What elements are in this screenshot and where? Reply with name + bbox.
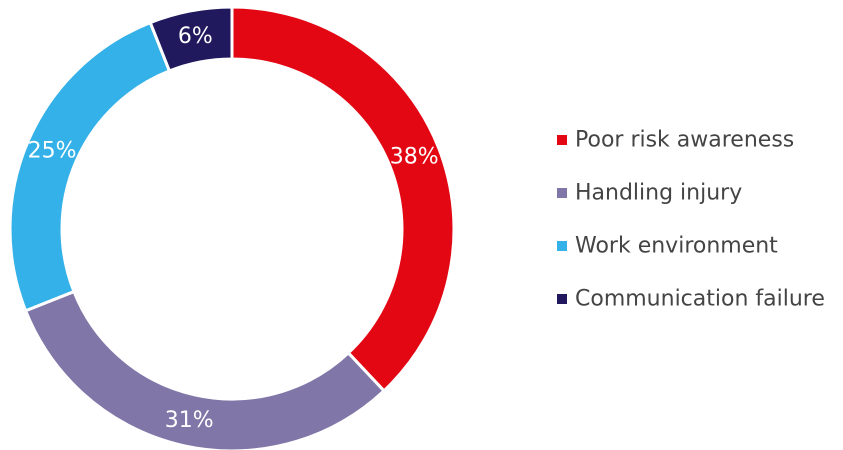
legend-item-poor-risk-awareness: Poor risk awareness: [557, 128, 794, 153]
data-label-work-environment: 25%: [28, 139, 77, 164]
legend-swatch: [557, 294, 567, 304]
data-label-poor-risk-awareness: 38%: [390, 144, 439, 169]
legend-swatch: [557, 135, 567, 145]
slice-communication-failure: [148, 5, 234, 73]
chart-legend: Poor risk awareness Handling injury Work e…: [557, 128, 825, 312]
legend-swatch: [557, 241, 567, 251]
data-label-communication-failure: 6%: [178, 24, 213, 49]
legend-item-handling-injury: Handling injury: [557, 181, 742, 206]
legend-label: Handling injury: [575, 181, 742, 206]
legend-label: Work environment: [575, 234, 778, 259]
legend-swatch: [557, 188, 567, 198]
legend-item-work-environment: Work environment: [557, 234, 778, 259]
data-label-handling-injury: 31%: [165, 408, 214, 433]
donut-slices: [8, 5, 456, 450]
legend-label: Communication failure: [575, 287, 825, 312]
slice-work-environment: [8, 21, 171, 313]
donut-labels: 38% 31% 25% 6%: [28, 24, 439, 433]
slice-poor-risk-awareness: [230, 5, 456, 393]
legend-item-communication-failure: Communication failure: [557, 287, 825, 312]
legend-label: Poor risk awareness: [575, 128, 794, 153]
